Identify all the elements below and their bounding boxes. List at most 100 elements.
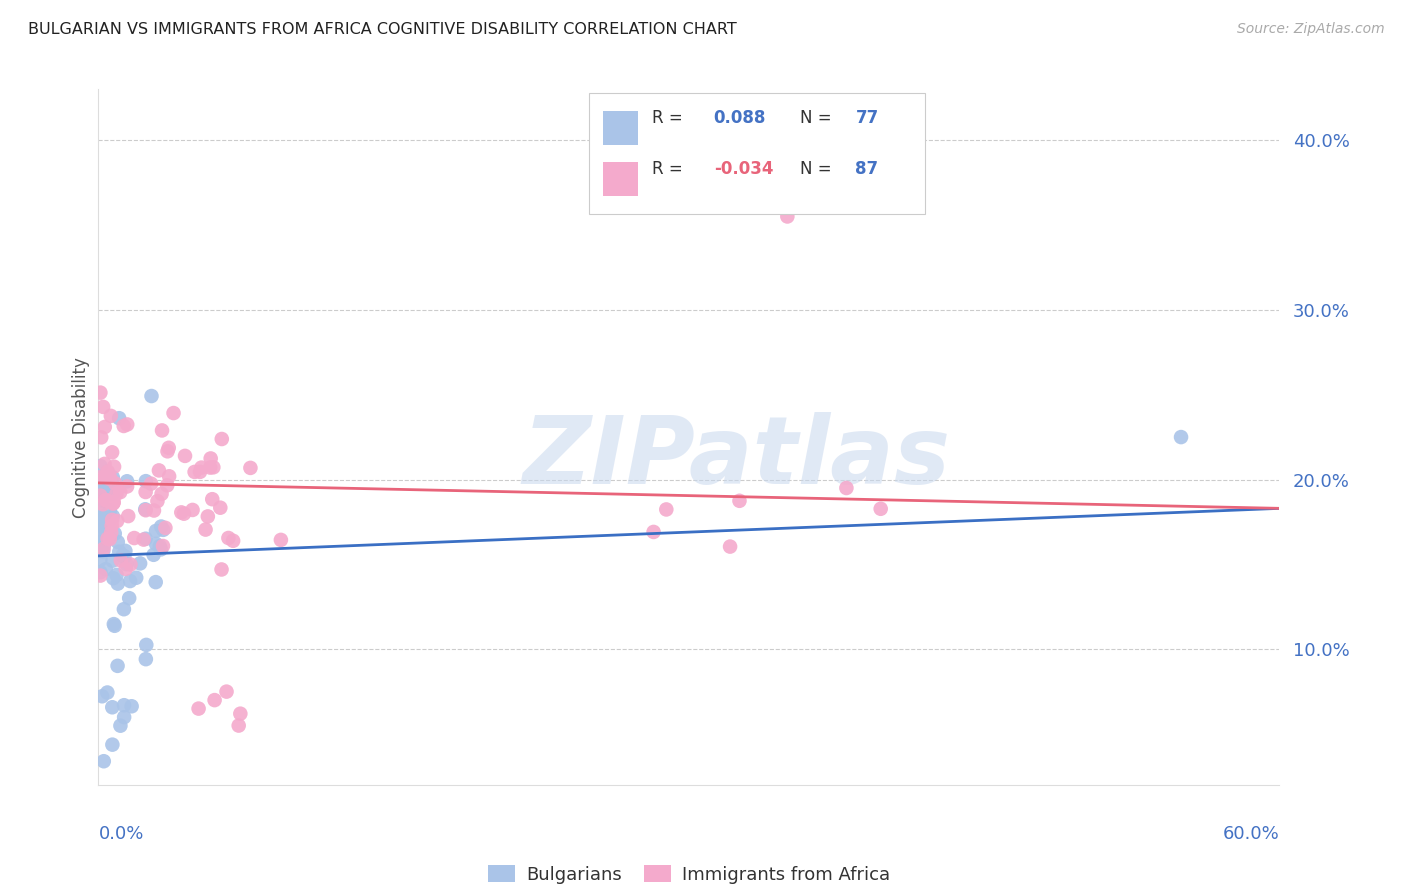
Point (197, 509, 219, 524)
Point (104, 526, 127, 541)
Point (146, 494, 169, 508)
Point (90, 482, 112, 496)
Legend: Bulgarians, Immigrants from Africa: Bulgarians, Immigrants from Africa (481, 857, 897, 891)
Point (112, 602, 135, 616)
Point (110, 719, 132, 733)
Point (112, 419, 135, 434)
Point (103, 571, 125, 585)
Point (112, 698, 135, 713)
Point (141, 389, 163, 403)
Point (115, 475, 138, 489)
Point (103, 617, 125, 632)
Point (869, 501, 891, 516)
Point (115, 479, 138, 493)
Point (96, 493, 118, 508)
Point (94, 493, 117, 508)
Text: R =: R = (652, 161, 683, 178)
Point (91, 497, 114, 511)
Point (173, 507, 195, 521)
Point (181, 503, 204, 517)
Point (217, 531, 239, 545)
Point (211, 562, 233, 576)
Point (101, 497, 124, 511)
Point (101, 509, 124, 524)
Point (94, 420, 117, 434)
Point (152, 539, 174, 553)
Point (89, 481, 111, 495)
Point (150, 424, 173, 438)
Text: 87: 87 (855, 161, 879, 178)
Point (107, 658, 129, 673)
Point (150, 519, 173, 533)
Point (111, 549, 134, 563)
Point (101, 738, 124, 752)
Point (120, 558, 142, 572)
Point (157, 441, 180, 455)
Point (94, 530, 117, 544)
Point (96, 523, 118, 537)
Point (190, 460, 212, 475)
Point (148, 463, 170, 477)
Point (98, 532, 121, 546)
Point (89, 568, 111, 582)
Point (121, 699, 143, 714)
Point (100, 518, 122, 533)
Point (188, 465, 211, 479)
Point (201, 492, 224, 507)
Point (129, 557, 152, 571)
Point (209, 500, 232, 515)
Point (145, 537, 167, 551)
Point (174, 449, 197, 463)
Point (103, 459, 125, 474)
Point (228, 718, 250, 732)
Point (117, 509, 139, 524)
Text: 60.0%: 60.0% (1223, 825, 1279, 843)
Point (108, 545, 131, 559)
Point (135, 503, 157, 517)
Point (101, 486, 124, 500)
Text: BULGARIAN VS IMMIGRANTS FROM AFRICA COGNITIVE DISABILITY CORRELATION CHART: BULGARIAN VS IMMIGRANTS FROM AFRICA COGN… (28, 22, 737, 37)
Point (101, 478, 124, 492)
Point (108, 411, 131, 425)
Point (122, 531, 145, 545)
Point (142, 503, 165, 517)
Point (101, 700, 124, 714)
Point (155, 521, 177, 535)
Point (101, 445, 124, 459)
Point (104, 476, 127, 491)
Point (643, 524, 665, 539)
Text: 0.088: 0.088 (714, 110, 766, 128)
Point (90, 493, 112, 508)
Point (108, 485, 131, 500)
Point (115, 557, 138, 571)
Point (93, 541, 115, 556)
Point (162, 406, 184, 420)
Point (90, 483, 112, 498)
Point (139, 476, 162, 491)
Point (150, 487, 173, 501)
Point (157, 469, 180, 483)
Point (93, 538, 115, 552)
Point (135, 638, 157, 652)
Point (89, 459, 111, 474)
Point (142, 548, 165, 562)
Point (239, 461, 262, 475)
Point (98, 504, 121, 518)
Point (96, 685, 118, 699)
Point (183, 465, 205, 479)
Point (118, 591, 141, 606)
Point (91, 400, 114, 414)
Point (115, 417, 138, 432)
Point (112, 710, 135, 724)
Y-axis label: Cognitive Disability: Cognitive Disability (72, 357, 90, 517)
Point (655, 502, 678, 516)
Point (89, 565, 111, 579)
Point (101, 470, 124, 484)
Point (98, 471, 121, 485)
Point (96, 475, 118, 490)
Point (270, 533, 292, 547)
Point (776, 210, 799, 224)
Point (132, 533, 155, 547)
Text: R =: R = (652, 110, 683, 128)
Point (114, 544, 136, 558)
